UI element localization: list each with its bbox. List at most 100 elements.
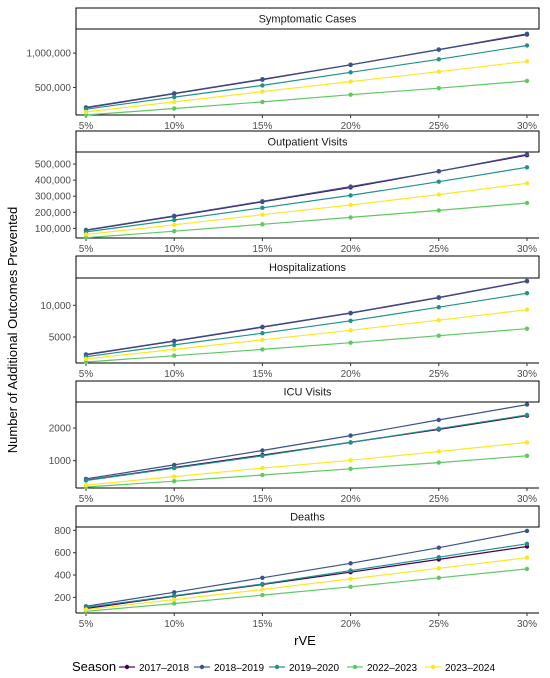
data-point-2023-2024	[83, 232, 89, 237]
x-tick-label: 10%	[164, 369, 184, 380]
legend-label: 2019–2020	[289, 663, 339, 674]
legend-key-point	[352, 664, 358, 670]
series-line-2022-2023	[85, 202, 528, 239]
panel-outpatient-visits: Outpatient Visits 100,000 200,000 300,000 40…	[35, 130, 540, 255]
data-point-2022-2023	[436, 208, 441, 213]
data-point-2019-2020	[172, 593, 177, 598]
data-point-2019-2020	[524, 412, 530, 418]
panel-strip	[75, 130, 540, 153]
panel-deaths: Deaths 200 400 600 800 5% 10% 15% 20% 25% 30%	[54, 505, 540, 630]
data-point-2022-2023	[172, 229, 177, 234]
legend-item-2022-2023: 2022–2023	[347, 663, 417, 674]
x-tick-label: 25%	[429, 121, 449, 132]
data-point-2023-2024	[260, 465, 265, 471]
legend-label: 2023–2024	[445, 663, 495, 674]
x-tick-label: 5%	[79, 494, 94, 505]
data-point-2022-2023	[83, 235, 89, 240]
x-tick-label: 30%	[517, 494, 537, 505]
data-point-2018-2019	[260, 324, 265, 329]
data-point-2019-2020	[260, 205, 265, 210]
data-point-2018-2019	[436, 417, 441, 423]
series-line-2018-2019	[85, 153, 528, 231]
legend-key-point	[274, 664, 280, 670]
data-point-2018-2019	[172, 590, 177, 595]
data-point-2023-2024	[524, 181, 530, 186]
data-point-2023-2024	[348, 576, 353, 582]
legend-label: 2018–2019	[214, 663, 264, 674]
data-point-2022-2023	[436, 575, 441, 580]
series-line-2018-2019	[85, 404, 528, 480]
x-axis-title: rVE	[294, 633, 316, 648]
data-point-2022-2023	[524, 453, 530, 458]
data-point-2022-2023	[172, 106, 177, 111]
legend: Season 2017–2018 2018–2019 2019–2020 2022–2…	[72, 659, 495, 674]
data-point-2022-2023	[260, 472, 265, 478]
data-point-2018-2019	[260, 575, 265, 580]
data-point-2018-2019	[348, 561, 353, 566]
data-point-2023-2024	[260, 212, 265, 217]
data-point-2023-2024	[436, 318, 441, 323]
x-tick-label: 30%	[517, 121, 537, 132]
series-line-2018-2019	[85, 280, 528, 355]
data-point-2022-2023	[172, 601, 177, 606]
data-point-2022-2023	[348, 466, 353, 471]
y-tick-label: 200	[54, 593, 71, 604]
y-axis-title: Number of Additional Outcomes Prevented	[5, 207, 20, 453]
data-point-2023-2024	[172, 597, 177, 602]
series-line-2023-2024	[85, 557, 528, 611]
data-point-2023-2024	[172, 222, 177, 227]
data-point-2018-2019	[524, 528, 530, 534]
data-point-2019-2020	[436, 179, 441, 184]
data-point-2023-2024	[348, 458, 353, 463]
data-point-2022-2023	[524, 326, 530, 331]
data-point-2019-2020	[348, 318, 353, 323]
data-point-2019-2020	[524, 43, 530, 48]
legend-title: Season	[72, 659, 116, 674]
x-tick-label: 30%	[517, 619, 537, 630]
data-point-2019-2020	[436, 57, 441, 62]
y-tick-label: 2000	[49, 424, 72, 435]
data-point-2023-2024	[348, 202, 353, 208]
data-point-2022-2023	[260, 592, 265, 598]
data-point-2023-2024	[83, 356, 89, 362]
series-line-2022-2023	[85, 455, 528, 488]
x-tick-label: 30%	[517, 244, 537, 255]
x-tick-label: 25%	[429, 369, 449, 380]
legend-key-point	[124, 664, 130, 670]
data-point-2018-2019	[436, 295, 441, 300]
panel-strip	[75, 505, 540, 528]
data-point-2018-2019	[348, 310, 353, 316]
data-point-2019-2020	[524, 291, 530, 296]
data-point-2019-2020	[260, 83, 265, 88]
legend-item-2023-2024: 2023–2024	[425, 663, 495, 674]
data-point-2018-2019	[172, 338, 177, 343]
y-tick-label: 100,000	[35, 224, 72, 235]
series-line-2022-2023	[85, 568, 528, 612]
data-point-2022-2023	[172, 479, 177, 484]
series-line-2019-2020	[85, 44, 528, 110]
data-point-2023-2024	[83, 607, 89, 612]
facet-panels: Symptomatic Cases 500,000 1,000,000 5% 10% 15…	[27, 7, 540, 630]
x-tick-label: 5%	[79, 121, 94, 132]
x-tick-label: 20%	[341, 244, 361, 255]
data-point-2023-2024	[436, 566, 441, 571]
data-point-2023-2024	[260, 89, 265, 94]
series-line-2019-2020	[85, 414, 528, 482]
data-point-2023-2024	[524, 307, 530, 312]
x-tick-label: 20%	[341, 121, 361, 132]
data-point-2023-2024	[83, 482, 89, 488]
data-point-2019-2020	[172, 217, 177, 223]
data-point-2019-2020	[260, 453, 265, 458]
data-point-2018-2019	[172, 213, 177, 218]
data-point-2022-2023	[348, 92, 353, 97]
legend-key-point	[430, 664, 436, 670]
x-tick-label: 5%	[79, 244, 94, 255]
y-tick-label: 300,000	[35, 192, 72, 203]
data-point-2023-2024	[172, 474, 177, 479]
x-tick-label: 15%	[252, 244, 272, 255]
data-point-2019-2020	[436, 555, 441, 560]
data-point-2023-2024	[524, 59, 530, 64]
data-point-2022-2023	[260, 347, 265, 352]
series-line-2022-2023	[85, 80, 528, 116]
data-point-2019-2020	[172, 465, 177, 471]
